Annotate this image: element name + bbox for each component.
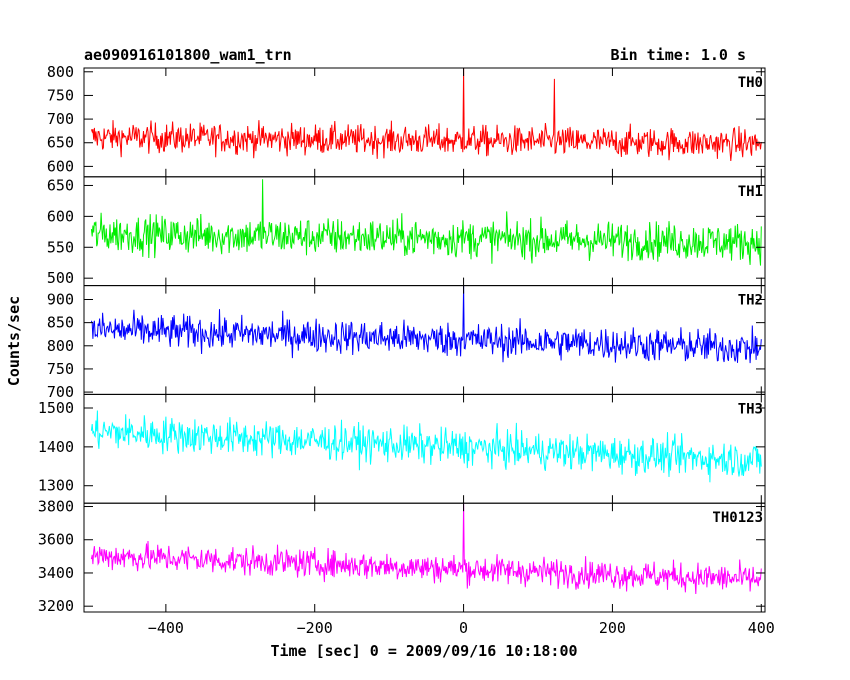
panel-th0123: 3200 3400 3600 3800 TH0123 <box>38 498 766 615</box>
panel-frame <box>83 502 766 613</box>
y-tick-label: 3200 <box>38 597 74 615</box>
bin-time-label: Bin time: 1.0 s <box>611 46 746 64</box>
y-tick-label: 550 <box>47 238 74 256</box>
x-tick-label: 400 <box>748 619 775 637</box>
x-tick-label: −200 <box>297 619 333 637</box>
y-tick-label: 650 <box>47 176 74 194</box>
panel-th2: 700 750 800 850 900 TH2 <box>47 285 766 401</box>
panel-frame <box>83 67 766 178</box>
y-tick-label: 750 <box>47 86 74 104</box>
series-label-th2: TH2 <box>738 293 763 309</box>
series-line-th1 <box>90 179 762 266</box>
y-tick-label: 600 <box>47 157 74 175</box>
y-tick-label: 750 <box>47 360 74 378</box>
x-tick-label: −400 <box>148 619 184 637</box>
series-label-th0: TH0 <box>738 75 763 91</box>
y-tick-label: 1500 <box>38 399 74 417</box>
y-axis-label: Counts/sec <box>5 296 23 386</box>
x-tick-label: 200 <box>599 619 626 637</box>
panel-th1: 500 550 600 650 TH1 <box>47 176 766 287</box>
y-tick-label: 3800 <box>38 498 74 516</box>
y-tick-label: 800 <box>47 337 74 355</box>
panel-th0: 600 650 700 750 800 TH0 <box>47 63 766 178</box>
series-label-th3: TH3 <box>738 401 763 417</box>
y-tick-label: 500 <box>47 269 74 287</box>
series-line-th0123 <box>90 503 762 595</box>
y-tick-label: 1400 <box>38 438 74 456</box>
y-tick-label: 700 <box>47 110 74 128</box>
series-label-th1: TH1 <box>738 184 763 200</box>
y-tick-label: 600 <box>47 207 74 225</box>
y-tick-label: 3600 <box>38 531 74 549</box>
y-tick-label: 650 <box>47 134 74 152</box>
y-tick-label: 1300 <box>38 477 74 495</box>
y-tick-label: 900 <box>47 290 74 308</box>
y-tick-label: 800 <box>47 63 74 81</box>
series-line-th2 <box>90 285 762 364</box>
x-tick-label: 0 <box>459 619 468 637</box>
y-tick-label: 700 <box>47 383 74 401</box>
panel-th3: 1300 1400 1500 TH3 <box>38 393 766 504</box>
series-label-th0123: TH0123 <box>712 510 763 526</box>
y-tick-label: 850 <box>47 314 74 332</box>
x-axis-label: Time [sec] 0 = 2009/09/16 10:18:00 <box>270 642 577 660</box>
series-line-th3 <box>90 410 762 483</box>
chart-title: ae090916101800_wam1_trn <box>84 46 292 64</box>
y-tick-label: 3400 <box>38 564 74 582</box>
series-line-th0 <box>90 68 762 161</box>
